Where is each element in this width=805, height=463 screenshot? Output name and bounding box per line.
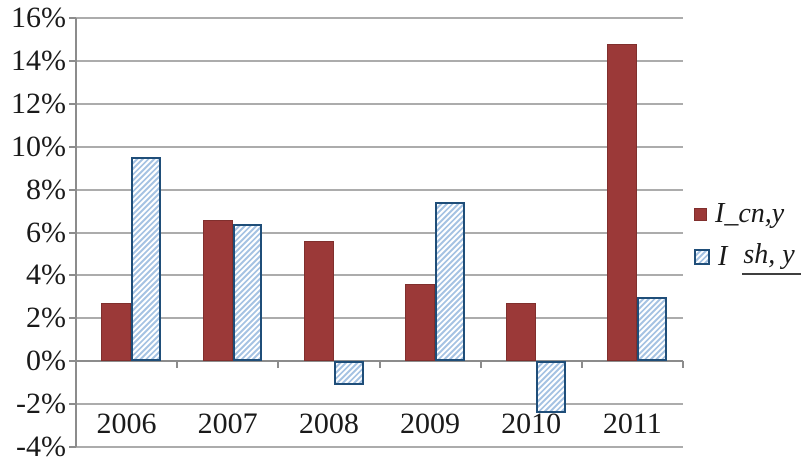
y-axis-line [75,18,77,447]
x-tick-label: 2009 [400,407,460,440]
y-tick-label: 2% [26,301,66,335]
bar-cn-2011 [607,43,638,362]
bar-sh-2007 [232,223,263,362]
bar-sh-2008 [333,361,364,385]
x-tick-label: 2007 [197,407,258,440]
y-tick-label: 14% [11,43,66,77]
gridline [76,231,683,234]
y-tick-label: -4% [16,430,66,463]
gridline [76,59,683,62]
legend-label-sh: I [718,241,735,272]
bar-cn-2008 [303,241,334,362]
y-tick-label: 4% [26,258,66,292]
x-axis-tick [580,361,583,369]
y-axis-tick [69,231,76,234]
y-axis-tick [69,102,76,105]
x-tick-label: 2011 [602,407,662,440]
gridline [76,446,683,448]
x-axis-tick [277,361,280,369]
legend-item-cn: I_cn,y [694,198,801,230]
gridline [76,145,683,148]
bar-sh-2011 [637,296,667,362]
y-axis-tick [69,59,76,62]
x-axis-tick [378,361,381,369]
x-axis-tick [479,361,482,369]
y-axis-tick [69,17,76,19]
bar-cn-2006 [101,303,132,362]
gridline [76,274,683,277]
bar-sh-2010 [536,361,566,413]
y-tick-label: 0% [26,344,66,378]
x-tick-label: 2006 [96,407,157,440]
legend-label-cn: I_cn,y [715,198,785,229]
y-tick-label: -2% [16,387,66,421]
legend-marker-hatched-icon [694,249,710,265]
gridline [76,188,683,191]
y-tick-label: 8% [26,172,66,206]
y-tick-label: 6% [26,215,66,249]
x-tick-label: 2008 [298,407,359,440]
gridline [76,317,683,320]
bar-cn-2010 [506,303,536,362]
bar-cn-2007 [202,219,233,362]
y-axis-tick [69,274,76,277]
y-tick-label: 10% [11,129,66,163]
y-axis-tick [69,360,76,363]
y-axis-tick [69,145,76,148]
y-axis-tick [69,317,76,320]
y-axis-tick [69,188,76,191]
y-tick-label: 16% [11,1,66,34]
y-tick-label: 12% [11,86,66,120]
x-axis-tick [682,361,684,369]
bar-sh-2009 [434,202,465,362]
gridline [76,102,683,105]
y-axis-tick [69,403,76,406]
bar-cn-2009 [404,283,435,362]
legend-item-sh: I sh, y [694,239,801,275]
legend-label-sh-underlined: sh, y [742,239,801,275]
x-tick-label: 2010 [501,407,562,440]
gridline [76,403,683,406]
y-axis-tick [69,446,76,448]
gridline [76,17,683,19]
x-axis-tick [176,361,179,369]
legend-marker-red-icon [694,207,707,221]
legend: I_cn,y I sh, y [694,198,801,275]
bar-sh-2006 [131,157,162,362]
